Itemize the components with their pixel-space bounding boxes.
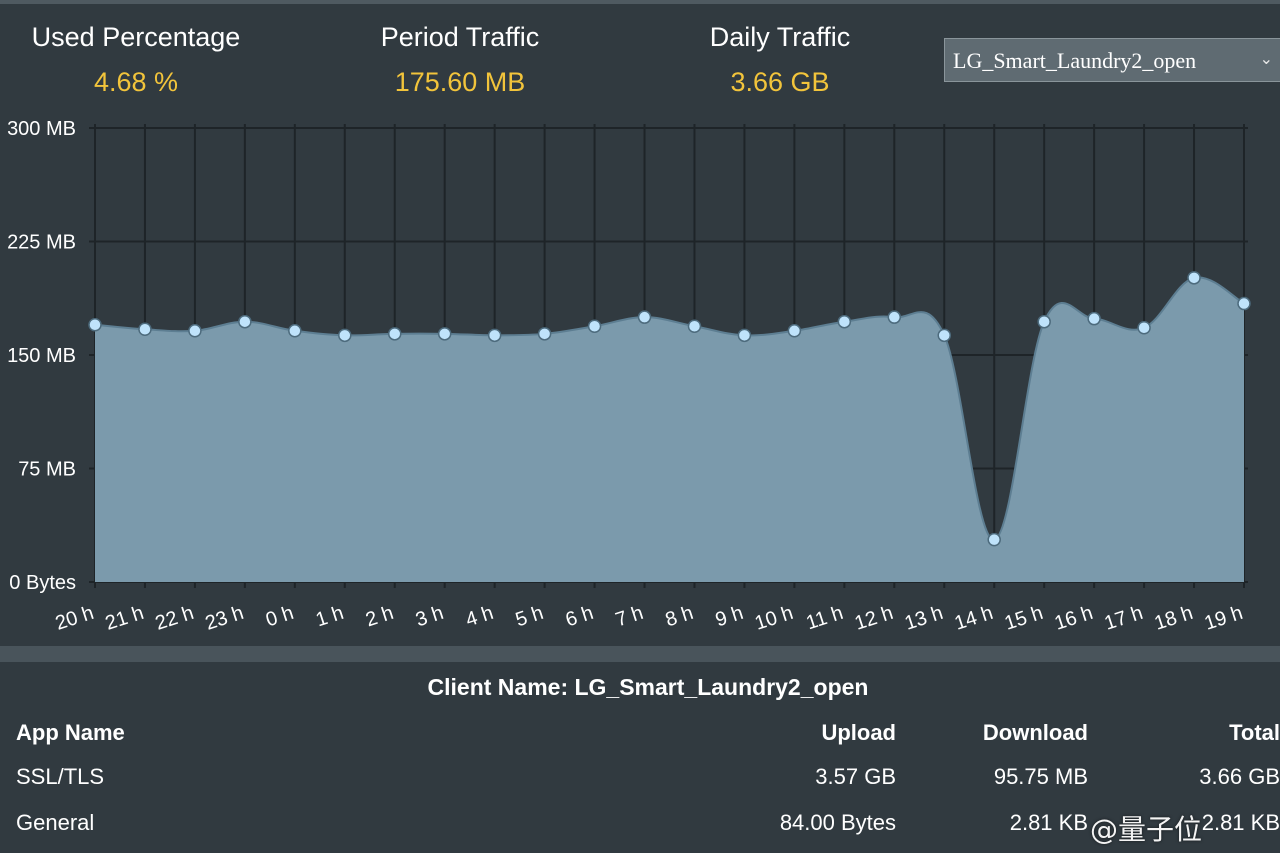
header-total: Total	[1229, 720, 1280, 745]
y-tick-label: 225 MB	[7, 232, 76, 254]
x-tick-label: 18 h	[1152, 602, 1196, 635]
data-point	[887, 310, 902, 324]
data-point	[837, 314, 852, 329]
data-point	[737, 328, 752, 343]
app-traffic-table: App Name Upload Download Total SSL/TLS 3…	[16, 712, 1280, 846]
data-point	[88, 317, 102, 332]
y-axis-ticks: 0 Bytes 75 MB 150 MB 225 MB 300 MB	[7, 118, 76, 594]
data-point	[687, 319, 702, 333]
daily-traffic-stat: Daily Traffic 3.66 GB	[650, 22, 910, 98]
traffic-area	[95, 277, 1244, 582]
data-point	[238, 314, 252, 329]
x-tick-label: 16 h	[1052, 602, 1096, 635]
y-tick-label: 150 MB	[7, 345, 76, 367]
used-percentage-label: Used Percentage	[31, 22, 241, 52]
x-tick-label: 10 h	[752, 602, 796, 635]
client-select-dropdown[interactable]: LG_Smart_Laundry2_open ⌄	[944, 38, 1280, 82]
x-tick-label: 23 h	[203, 602, 247, 635]
data-point	[987, 532, 1001, 547]
x-tick-label: 22 h	[153, 602, 197, 635]
period-traffic-stat: Period Traffic 175.60 MB	[330, 22, 590, 98]
data-point	[188, 324, 202, 338]
header-upload: Upload	[821, 720, 896, 745]
data-point	[587, 319, 602, 333]
row-app-name: General	[16, 810, 95, 835]
data-point	[1187, 271, 1201, 285]
client-name-title: Client Name: LG_Smart_Laundry2_open	[427, 674, 869, 700]
table-header-row: App Name Upload Download Total	[16, 712, 1280, 754]
x-tick-label: 20 h	[53, 602, 97, 635]
x-tick-label: 6 h	[563, 602, 596, 632]
table-row: General 84.00 Bytes 2.81 KB 2.81 KB	[16, 800, 1280, 846]
x-tick-label: 3 h	[413, 602, 446, 632]
x-tick-label: 17 h	[1102, 602, 1146, 635]
used-percentage-value: 4.68 %	[93, 67, 179, 97]
data-point	[288, 324, 302, 338]
y-tick-label: 75 MB	[18, 459, 76, 481]
x-tick-label: 21 h	[103, 602, 147, 635]
data-point	[937, 328, 952, 343]
y-tick-label: 300 MB	[7, 118, 76, 140]
period-traffic-value: 175.60 MB	[394, 67, 526, 97]
data-point	[1137, 321, 1151, 335]
x-tick-label: 9 h	[713, 602, 746, 632]
data-point	[787, 324, 802, 338]
x-tick-label: 1 h	[313, 602, 346, 632]
row-total: 2.81 KB	[1201, 810, 1280, 835]
data-points	[88, 271, 1251, 547]
row-total: 3.66 GB	[1199, 764, 1280, 789]
data-point	[338, 328, 352, 343]
row-upload: 3.57 GB	[815, 764, 896, 789]
row-download: 95.75 MB	[993, 764, 1088, 789]
x-tick-label: 7 h	[613, 602, 646, 632]
x-tick-label: 5 h	[513, 602, 546, 632]
x-tick-label: 11 h	[803, 602, 845, 634]
data-point	[387, 327, 402, 341]
chevron-down-icon: ⌄	[1259, 49, 1273, 68]
x-tick-label: 15 h	[1002, 602, 1046, 635]
data-point	[487, 328, 502, 343]
daily-traffic-label: Daily Traffic	[709, 22, 851, 52]
client-select-value: LG_Smart_Laundry2_open	[953, 48, 1197, 73]
row-app-name: SSL/TLS	[16, 764, 105, 789]
x-tick-label: 14 h	[952, 602, 996, 635]
row-download: 2.81 KB	[1009, 810, 1088, 835]
daily-traffic-value: 3.66 GB	[730, 67, 830, 97]
data-point	[138, 322, 152, 337]
data-point	[1037, 314, 1051, 329]
y-tick-label: 0 Bytes	[9, 572, 76, 594]
x-tick-label: 12 h	[852, 602, 896, 635]
x-tick-label: 8 h	[663, 602, 696, 632]
x-tick-label: 0 h	[263, 602, 296, 632]
header-app-name: App Name	[16, 720, 125, 745]
row-upload: 84.00 Bytes	[779, 810, 896, 835]
watermark-text: @量子位	[1090, 813, 1203, 846]
data-point	[637, 310, 652, 324]
x-axis-ticks: 20 h 21 h 22 h 23 h 0 h 1 h 2 h 3 h 4 h 5 h 6 h 7 h…	[53, 602, 1246, 635]
period-traffic-label: Period Traffic	[380, 22, 540, 52]
data-point	[1087, 311, 1101, 326]
data-point	[1237, 296, 1251, 311]
section-divider	[0, 646, 1280, 662]
top-border	[0, 0, 1280, 4]
x-tick-label: 19 h	[1202, 602, 1246, 635]
header-download: Download	[982, 720, 1088, 745]
x-tick-label: 2 h	[363, 602, 396, 632]
table-row: SSL/TLS 3.57 GB 95.75 MB 3.66 GB	[16, 754, 1280, 800]
data-point	[437, 327, 452, 341]
data-point	[537, 327, 552, 341]
x-tick-label: 13 h	[902, 602, 946, 635]
x-tick-label: 4 h	[463, 602, 496, 632]
used-percentage-stat: Used Percentage 4.68 %	[6, 22, 266, 98]
